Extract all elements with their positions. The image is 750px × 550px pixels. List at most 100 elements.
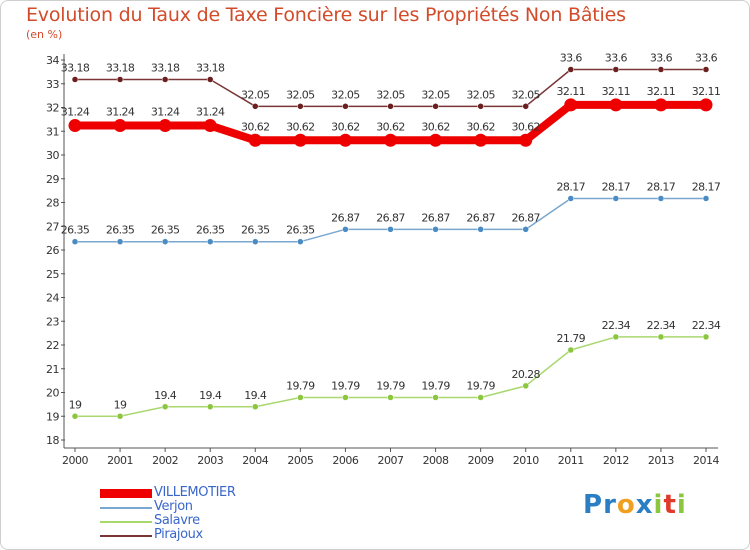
data-label-pirajoux: 33.18 [106,61,135,74]
data-point-pirajoux [522,103,529,110]
y-tick-label: 25 [46,268,59,281]
data-label-verjon: 26.35 [286,224,315,237]
y-tick-label: 27 [46,220,59,233]
legend-label: VILLEMOTIER [154,485,236,500]
data-point-verjon [702,195,710,202]
y-tick-label: 29 [46,173,59,186]
x-tick-label: 2014 [693,454,719,467]
x-tick-label: 2004 [242,454,268,467]
data-label-villemotier: 32.11 [647,85,676,98]
y-tick-label: 33 [46,78,59,91]
data-label-villemotier: 30.62 [286,120,315,133]
legend-swatch [100,507,152,509]
data-point-verjon [657,195,665,202]
data-point-villemotier [384,133,397,147]
x-tick-label: 2010 [513,454,539,467]
logo-letter: P [583,490,604,520]
data-label-villemotier: 30.62 [511,120,540,133]
logo-letter: x [635,490,654,520]
data-point-verjon [206,238,214,245]
legend-label: Salavre [154,513,200,528]
data-point-verjon [477,226,484,233]
data-label-verjon: 26.35 [106,224,135,237]
data-label-verjon: 28.17 [647,180,676,193]
data-point-villemotier [654,98,668,112]
data-label-salavre: 22.34 [647,319,676,332]
data-label-villemotier: 30.62 [241,120,270,133]
data-point-pirajoux [702,66,710,73]
data-point-pirajoux [657,66,665,73]
data-label-pirajoux: 33.6 [605,52,628,65]
legend-label: Verjon [154,499,193,514]
data-point-salavre [116,413,124,420]
data-point-salavre [387,394,394,401]
data-point-villemotier [158,119,172,133]
data-label-salavre: 19 [114,398,127,411]
y-tick-label: 19 [46,410,59,423]
data-label-verjon: 26.35 [196,224,225,237]
data-label-pirajoux: 33.18 [61,61,90,74]
x-tick-label: 2008 [423,454,449,467]
legend-item-salavre: Salavre [100,513,320,529]
data-point-villemotier [293,133,307,147]
data-label-verjon: 28.17 [692,180,721,193]
data-point-salavre [161,403,169,410]
data-point-villemotier [474,133,488,147]
data-label-salavre: 19.79 [331,379,360,392]
x-tick-label: 2009 [468,454,494,467]
data-point-villemotier [113,119,127,133]
data-point-salavre [477,394,484,401]
data-point-salavre [342,394,349,401]
data-label-salavre: 19.4 [199,389,222,402]
data-point-verjon [161,238,169,245]
y-tick-label: 23 [46,315,59,328]
data-label-pirajoux: 33.18 [151,61,180,74]
y-tick-label: 32 [46,102,59,115]
data-label-villemotier: 30.62 [376,120,405,133]
x-tick-label: 2011 [558,454,584,467]
data-point-salavre [252,403,259,410]
data-label-salavre: 19 [69,398,82,411]
y-tick-label: 30 [46,149,59,162]
data-label-salavre: 19.79 [421,379,450,392]
data-point-villemotier [564,98,578,112]
data-label-salavre: 19.4 [244,389,267,402]
data-label-verjon: 28.17 [602,180,631,193]
data-point-salavre [657,333,665,341]
y-unit-label: (en %) [26,28,63,41]
data-label-villemotier: 32.11 [602,85,631,98]
data-label-verjon: 26.35 [61,224,90,237]
data-label-salavre: 19.79 [286,379,315,392]
logo-letter: i [653,490,664,520]
data-point-pirajoux [612,66,620,73]
data-point-pirajoux [161,76,169,83]
data-point-verjon [342,226,349,233]
data-label-salavre: 22.34 [692,319,721,332]
legend-item-verjon: Verjon [100,499,320,515]
data-point-verjon [71,238,79,245]
y-tick-label: 31 [46,125,59,138]
data-point-pirajoux [71,76,79,83]
data-point-pirajoux [387,103,394,110]
data-point-pirajoux [116,76,124,83]
data-label-salavre: 22.34 [602,319,631,332]
data-label-pirajoux: 32.05 [286,88,315,101]
data-label-verjon: 26.87 [466,211,495,224]
y-tick-label: 21 [46,363,59,376]
data-label-villemotier: 30.62 [466,120,495,133]
chart-title: Evolution du Taux de Taxe Foncière sur l… [26,4,626,26]
data-point-verjon [612,195,620,202]
data-label-villemotier: 31.24 [61,106,90,119]
data-label-villemotier: 32.11 [557,85,586,98]
data-label-pirajoux: 33.6 [650,52,673,65]
data-label-salavre: 21.79 [557,332,586,345]
data-label-pirajoux: 32.05 [466,88,495,101]
data-label-salavre: 19.79 [466,379,495,392]
data-point-salavre [71,413,79,420]
data-point-salavre [432,394,439,401]
logo-letter: r [603,490,617,520]
data-point-salavre [297,394,304,401]
data-point-salavre [522,382,529,390]
data-point-verjon [432,226,439,233]
